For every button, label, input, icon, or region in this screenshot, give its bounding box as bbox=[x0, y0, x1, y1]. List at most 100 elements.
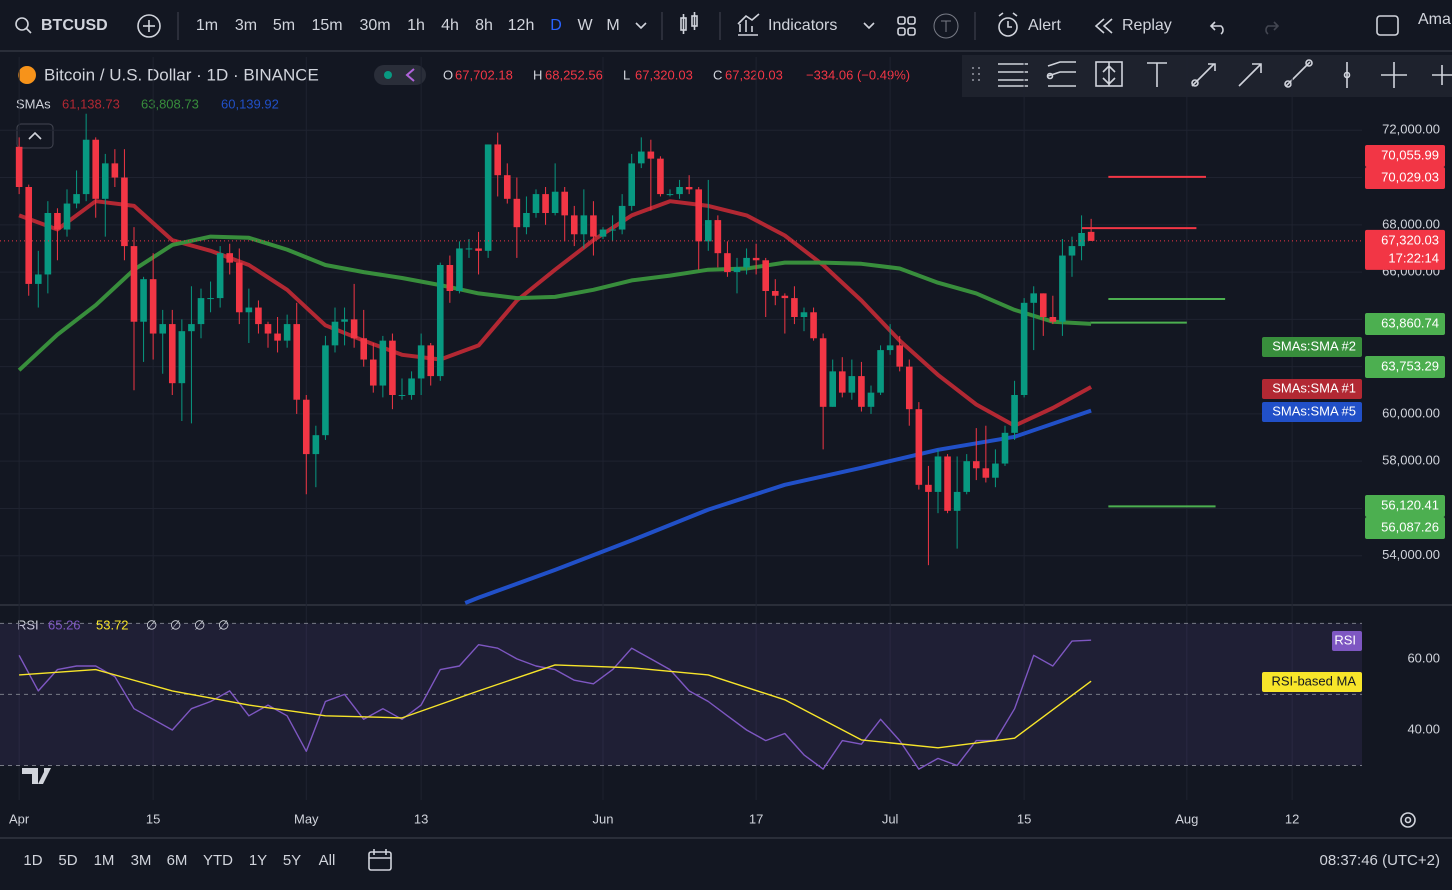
rsi-tag: RSI bbox=[1334, 632, 1356, 647]
clock: 08:37:46 (UTC+2) bbox=[1320, 852, 1440, 869]
y-tick-label: 58,000.00 bbox=[1382, 453, 1440, 468]
series-tag-bg bbox=[1262, 337, 1362, 357]
interval-button[interactable]: 1m bbox=[196, 17, 218, 34]
x-tick-label: Apr bbox=[9, 811, 30, 826]
candle-body bbox=[1087, 231, 1095, 241]
candle-body bbox=[63, 203, 71, 230]
symbol-title: Bitcoin / U.S. Dollar · 1D · BINANCE bbox=[44, 65, 319, 84]
price-badge: 70,029.03 bbox=[1381, 169, 1439, 184]
range-button[interactable]: 3M bbox=[131, 852, 152, 869]
rsi-na: ∅ bbox=[218, 617, 229, 632]
candle-body bbox=[685, 187, 693, 190]
ohlc-value: 67,320.03 bbox=[635, 67, 693, 82]
ohlc-key: C bbox=[713, 67, 722, 82]
candle-body bbox=[350, 319, 358, 339]
candle-body bbox=[781, 295, 789, 299]
range-button[interactable]: 1Y bbox=[249, 852, 267, 869]
candle-body bbox=[503, 175, 511, 199]
candle-body bbox=[1068, 246, 1076, 256]
candle-body bbox=[810, 312, 817, 339]
y-tick-label: 72,000.00 bbox=[1382, 122, 1440, 137]
range-button[interactable]: 5D bbox=[58, 852, 77, 869]
candle-body bbox=[168, 324, 176, 384]
interval-button[interactable]: 15m bbox=[311, 17, 342, 34]
candle-body bbox=[886, 345, 894, 351]
candle-body bbox=[934, 456, 942, 492]
interval-button[interactable]: 3m bbox=[235, 17, 257, 34]
candle-body bbox=[992, 463, 999, 478]
candle-body bbox=[1059, 255, 1066, 322]
interval-button[interactable]: 8h bbox=[475, 17, 493, 34]
sma-label: SMAs bbox=[16, 96, 51, 111]
interval-button[interactable]: 4h bbox=[441, 17, 459, 34]
candle-body bbox=[121, 177, 128, 247]
change: −334.06 (−0.49%) bbox=[806, 67, 910, 82]
interval-button[interactable]: D bbox=[550, 17, 562, 34]
candle-body bbox=[216, 253, 224, 299]
price-badge-bg bbox=[1365, 356, 1445, 378]
ohlc-value: 67,320.03 bbox=[725, 67, 783, 82]
price-badge-bg bbox=[1365, 517, 1445, 539]
rsi-tick-label: 60.00 bbox=[1407, 650, 1440, 665]
ohlc-value: 67,702.18 bbox=[455, 67, 513, 82]
symbol[interactable]: BTCUSD bbox=[41, 17, 108, 34]
last-price-bg bbox=[1365, 229, 1445, 270]
sma-value: 61,138.73 bbox=[62, 96, 120, 111]
candle-body bbox=[800, 312, 808, 317]
candle-body bbox=[475, 248, 482, 251]
interval-button[interactable]: M bbox=[606, 17, 619, 34]
range-button[interactable]: 6M bbox=[167, 852, 188, 869]
candle-body bbox=[628, 163, 636, 206]
candle-body bbox=[417, 345, 425, 379]
ohlc-value: 68,252.56 bbox=[545, 67, 603, 82]
interval-button[interactable]: 5m bbox=[273, 17, 295, 34]
candle-body bbox=[838, 371, 846, 393]
candle-body bbox=[235, 262, 243, 313]
candle-body bbox=[302, 399, 310, 455]
candle-body bbox=[972, 461, 980, 469]
candle-body bbox=[427, 345, 435, 377]
candle-body bbox=[819, 338, 827, 407]
candle-body bbox=[580, 215, 588, 235]
price-badge-bg bbox=[1365, 495, 1445, 517]
candle-body bbox=[484, 144, 492, 251]
range-button[interactable]: 1D bbox=[23, 852, 42, 869]
range-button[interactable]: 1M bbox=[94, 852, 115, 869]
x-tick-label: Jul bbox=[882, 811, 899, 826]
candle-body bbox=[599, 229, 607, 237]
x-tick-label: 15 bbox=[146, 811, 160, 826]
range-button[interactable]: All bbox=[319, 852, 336, 869]
indicator-line bbox=[17, 234, 1092, 372]
range-button[interactable]: YTD bbox=[203, 852, 233, 869]
interval-button[interactable]: 1h bbox=[407, 17, 425, 34]
candle-body bbox=[73, 194, 80, 204]
candle-body bbox=[905, 366, 913, 410]
candle-body bbox=[953, 491, 961, 511]
indicators-button[interactable]: Indicators bbox=[768, 17, 837, 34]
candle-body bbox=[494, 144, 502, 176]
price-badge: 56,087.26 bbox=[1381, 519, 1439, 534]
toolbar-icons bbox=[15, 12, 1399, 40]
range-button[interactable]: 5Y bbox=[283, 852, 301, 869]
price-badge-bg bbox=[1365, 313, 1445, 335]
candle-body bbox=[714, 220, 722, 254]
candle-body bbox=[1001, 432, 1009, 464]
account[interactable]: Ama bbox=[1418, 11, 1451, 28]
alert-button[interactable]: Alert bbox=[1028, 17, 1061, 34]
candle-body bbox=[82, 139, 90, 195]
candle-body bbox=[159, 324, 167, 334]
candle-body bbox=[724, 253, 731, 273]
interval-button[interactable]: 12h bbox=[508, 17, 535, 34]
candle-body bbox=[446, 265, 454, 291]
countdown: 17:22:14 bbox=[1388, 250, 1439, 265]
candle-body bbox=[264, 324, 272, 334]
interval-button[interactable]: 30m bbox=[359, 17, 390, 34]
candle-body bbox=[188, 324, 195, 332]
replay-button[interactable]: Replay bbox=[1122, 17, 1172, 34]
price-badge: 56,120.41 bbox=[1381, 497, 1439, 512]
candle-body bbox=[637, 151, 645, 164]
candle-body bbox=[398, 395, 406, 396]
indicator-line bbox=[19, 664, 1092, 749]
candle-body bbox=[331, 321, 339, 346]
interval-button[interactable]: W bbox=[577, 17, 593, 34]
